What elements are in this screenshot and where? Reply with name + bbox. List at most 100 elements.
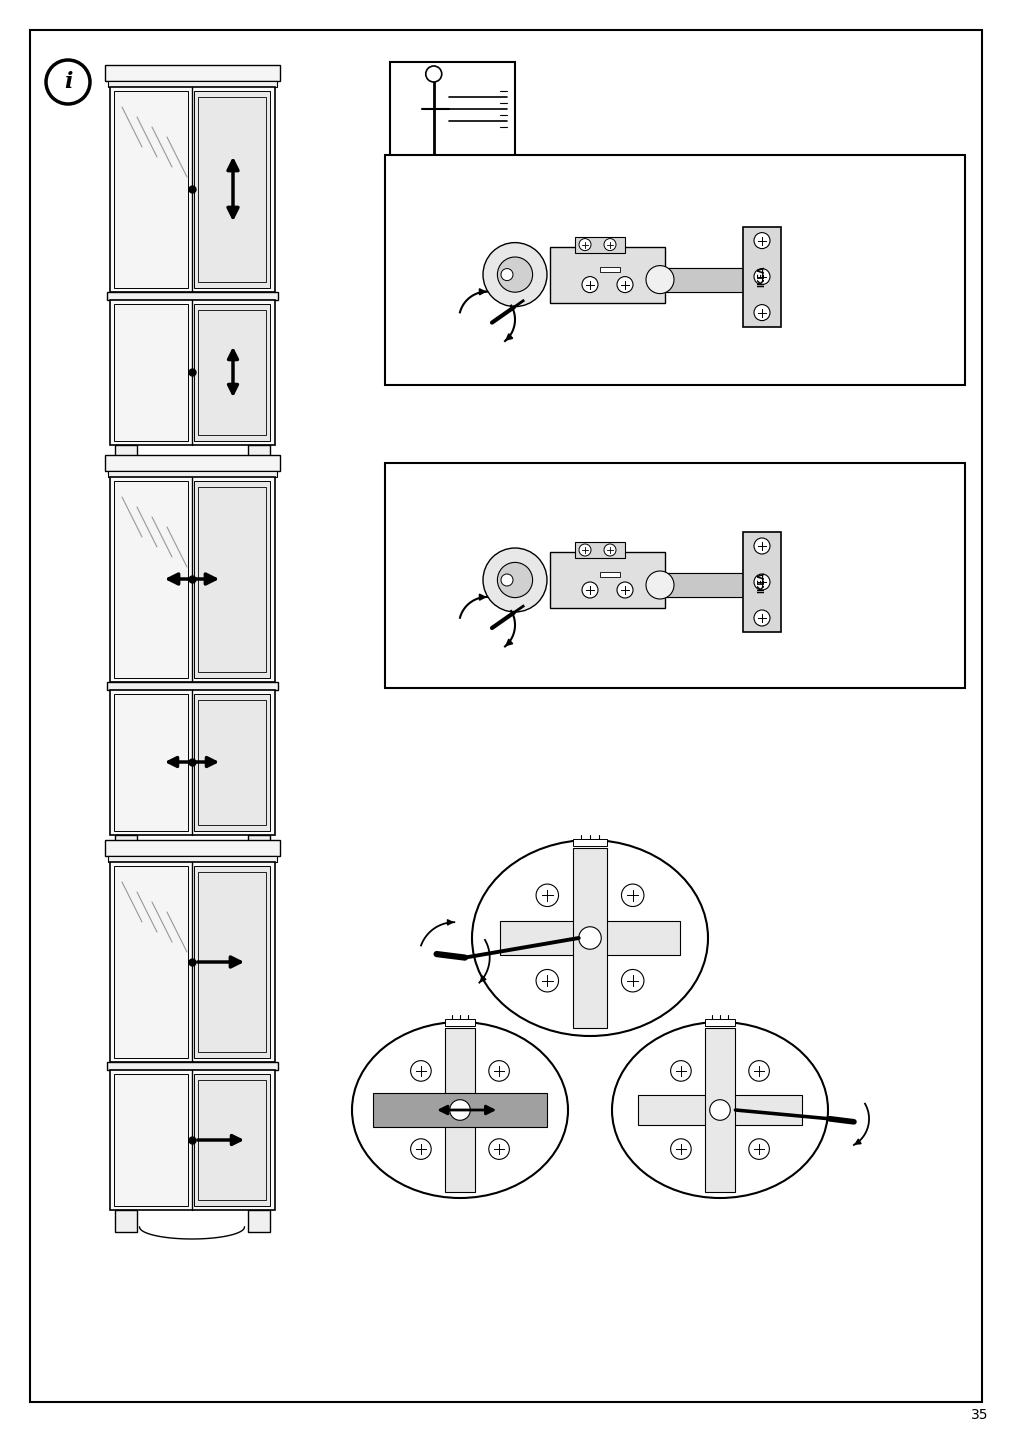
Bar xyxy=(108,82,277,87)
Circle shape xyxy=(410,1061,431,1081)
Bar xyxy=(742,533,780,632)
Bar xyxy=(198,97,266,282)
Bar xyxy=(572,848,607,1028)
Circle shape xyxy=(621,969,643,992)
Bar xyxy=(444,1028,475,1193)
Text: IKEA: IKEA xyxy=(757,266,765,288)
Bar xyxy=(114,304,188,441)
Bar xyxy=(105,64,280,82)
Ellipse shape xyxy=(612,1022,827,1199)
Circle shape xyxy=(449,1100,470,1120)
Bar xyxy=(194,481,270,677)
Circle shape xyxy=(426,66,442,82)
Bar xyxy=(110,690,275,835)
Bar xyxy=(107,1063,278,1070)
Bar xyxy=(108,471,277,477)
Circle shape xyxy=(753,538,769,554)
Bar xyxy=(377,1094,542,1126)
Bar xyxy=(114,866,188,1058)
Bar xyxy=(110,1070,275,1210)
Circle shape xyxy=(581,581,598,599)
Circle shape xyxy=(488,1138,509,1160)
Bar xyxy=(574,236,625,252)
Circle shape xyxy=(410,1138,431,1160)
Circle shape xyxy=(536,884,558,906)
Bar xyxy=(549,246,664,302)
Text: IKEA: IKEA xyxy=(757,571,765,593)
Circle shape xyxy=(670,1138,691,1160)
Bar xyxy=(114,481,188,677)
Bar xyxy=(194,92,270,288)
Circle shape xyxy=(482,242,547,306)
Bar xyxy=(248,835,270,856)
Bar xyxy=(637,1094,802,1126)
Bar xyxy=(105,841,280,856)
Circle shape xyxy=(617,581,632,599)
Bar xyxy=(114,92,188,288)
Circle shape xyxy=(45,60,90,105)
Circle shape xyxy=(488,1061,509,1081)
Circle shape xyxy=(621,884,643,906)
Circle shape xyxy=(748,1061,768,1081)
Bar xyxy=(600,571,620,577)
Circle shape xyxy=(645,265,673,294)
Bar xyxy=(110,862,275,1063)
Circle shape xyxy=(578,927,601,949)
Circle shape xyxy=(578,239,590,251)
Bar xyxy=(198,309,266,435)
Circle shape xyxy=(497,563,532,597)
Bar xyxy=(384,463,964,687)
Bar xyxy=(108,856,277,862)
Bar xyxy=(742,226,780,326)
Circle shape xyxy=(581,276,598,292)
Circle shape xyxy=(753,574,769,590)
Bar xyxy=(110,87,275,292)
Bar xyxy=(198,700,266,825)
Bar xyxy=(198,1080,266,1200)
Bar xyxy=(194,866,270,1058)
Circle shape xyxy=(645,571,673,599)
Bar xyxy=(572,839,607,846)
Circle shape xyxy=(617,276,632,292)
Bar xyxy=(248,1210,270,1232)
Circle shape xyxy=(482,548,547,611)
Circle shape xyxy=(604,544,616,556)
Bar xyxy=(194,1074,270,1206)
Bar xyxy=(198,872,266,1053)
Bar xyxy=(704,1028,735,1193)
Bar xyxy=(499,921,679,955)
Bar xyxy=(110,299,275,445)
Circle shape xyxy=(753,232,769,249)
Bar xyxy=(444,1020,475,1025)
Bar xyxy=(114,695,188,831)
Circle shape xyxy=(578,544,590,556)
Bar xyxy=(107,292,278,299)
Circle shape xyxy=(748,1138,768,1160)
Circle shape xyxy=(500,574,513,586)
Bar xyxy=(115,1210,136,1232)
Bar xyxy=(600,266,620,272)
Text: 35: 35 xyxy=(971,1408,988,1422)
Circle shape xyxy=(497,256,532,292)
Bar xyxy=(105,455,280,471)
Ellipse shape xyxy=(352,1022,567,1199)
Ellipse shape xyxy=(471,841,708,1035)
Circle shape xyxy=(536,969,558,992)
Bar xyxy=(389,62,515,168)
Circle shape xyxy=(670,1061,691,1081)
Bar xyxy=(549,551,664,609)
Circle shape xyxy=(709,1100,730,1120)
Circle shape xyxy=(753,610,769,626)
Bar xyxy=(574,541,625,558)
Bar xyxy=(194,304,270,441)
Bar xyxy=(384,155,964,385)
Bar xyxy=(194,695,270,831)
Bar xyxy=(248,445,270,467)
Bar xyxy=(114,1074,188,1206)
Circle shape xyxy=(604,239,616,251)
Bar xyxy=(115,835,136,856)
Bar xyxy=(107,682,278,690)
Bar xyxy=(198,487,266,672)
Bar xyxy=(115,445,136,467)
Circle shape xyxy=(753,269,769,285)
